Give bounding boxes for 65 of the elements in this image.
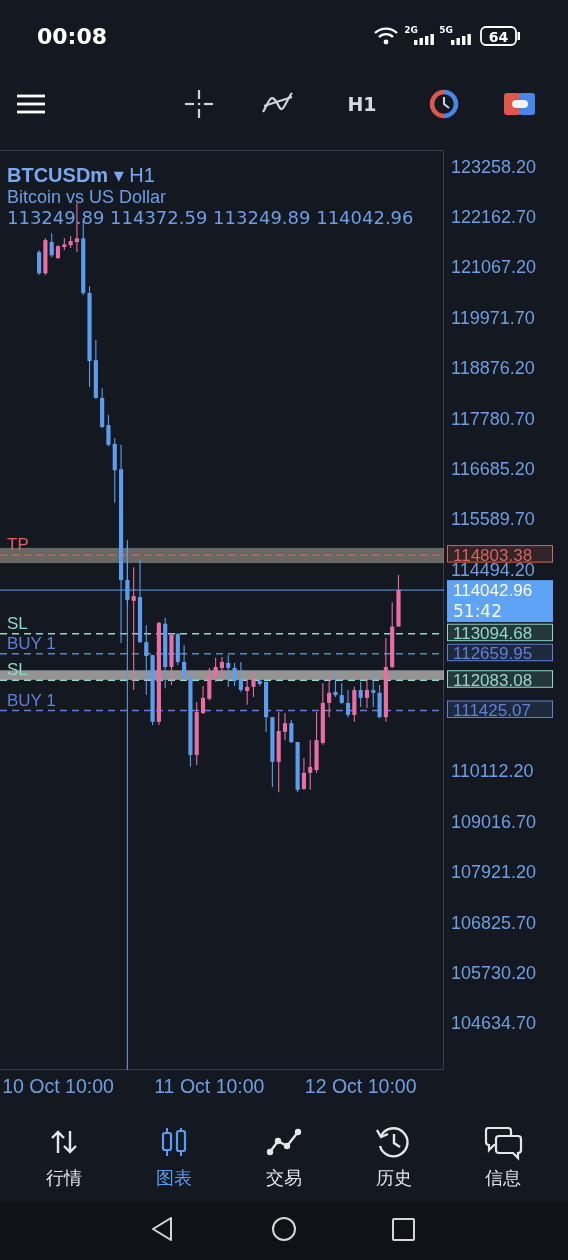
text: 51:42 [453, 601, 502, 621]
candlestick [200, 685, 206, 715]
text: Bitcoin vs US Dollar [7, 187, 167, 207]
y-tick-label: 116685.20 [451, 459, 535, 480]
candlestick [251, 671, 256, 698]
text: 历史 [376, 1167, 412, 1188]
candlestick [333, 672, 338, 698]
text: 64 [488, 29, 509, 45]
candlestick [131, 566, 136, 691]
y-tick-label: 117780.70 [451, 408, 535, 429]
candlestick [345, 689, 351, 718]
candlestick [106, 414, 111, 447]
y-tick-label: 119971.70 [451, 307, 535, 328]
ref-line-label: SL [7, 613, 28, 633]
candlestick [37, 249, 42, 276]
text: 图表 [156, 1167, 192, 1188]
candlestick [245, 676, 250, 706]
text: 交易 [266, 1167, 302, 1188]
candlestick [301, 757, 306, 791]
text: 00:08 [36, 24, 108, 49]
candlestick [308, 739, 313, 791]
y-tick-label: 109016.70 [451, 811, 537, 832]
y-tick-label: 110112.20 [451, 761, 534, 782]
text: BTCUSDm ▾ H1 [7, 164, 155, 186]
text: 2G [404, 25, 418, 35]
text: 112659.95 [453, 644, 533, 664]
candlestick [219, 656, 225, 679]
text: 114042.96 [453, 580, 533, 600]
y-tick-label: 107921.20 [451, 862, 537, 883]
candlestick [213, 657, 218, 683]
x-tick-label: 12 Oct 10:00 [304, 1075, 417, 1097]
candlestick [182, 644, 187, 681]
text: 112083.08 [453, 670, 533, 690]
y-tick-label: 104634.70 [451, 1013, 537, 1034]
x-tick-label: 11 Oct 10:00 [154, 1075, 265, 1097]
ref-line-label: BUY 1 [7, 690, 56, 710]
y-tick-label: 105730.20 [451, 962, 537, 983]
candlestick [226, 654, 231, 688]
candlestick [364, 674, 370, 709]
text: 113094.68 [453, 624, 533, 644]
ref-line-label: TP [7, 535, 29, 555]
candlestick [289, 719, 294, 744]
text: 行情 [46, 1167, 82, 1188]
candlestick [358, 681, 363, 708]
candlestick [327, 674, 332, 718]
x-tick-label: 10 Oct 10:00 [2, 1075, 114, 1097]
y-tick-label: 106825.70 [451, 912, 537, 933]
candlestick [232, 662, 237, 687]
text: H1 [347, 93, 377, 115]
ref-line-label: BUY 1 [7, 633, 56, 653]
text: 111425.07 [453, 701, 531, 721]
candlestick [144, 624, 149, 696]
y-tick-label: 118876.20 [451, 358, 535, 379]
candlestick [49, 232, 54, 258]
y-tick-label: 115589.70 [451, 509, 535, 530]
candlestick [339, 682, 344, 705]
y-tick-label: 122162.70 [451, 207, 537, 228]
text: 5G [439, 25, 453, 35]
candlestick [207, 667, 212, 701]
candlestick [238, 661, 243, 693]
candlestick [282, 712, 288, 741]
y-tick-label: 121067.20 [451, 257, 537, 278]
candlestick [371, 671, 376, 708]
text: 信息 [485, 1167, 521, 1188]
y-tick-label: 123258.20 [451, 156, 537, 177]
